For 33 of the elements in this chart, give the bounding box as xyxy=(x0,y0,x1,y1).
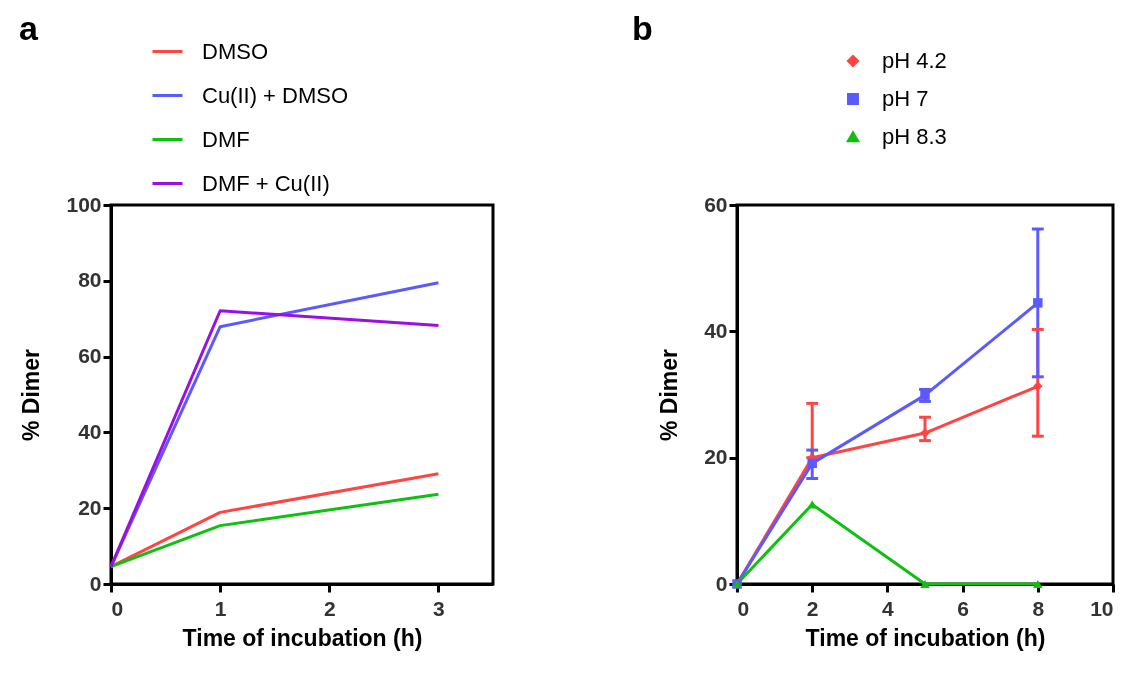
legend-label: DMF xyxy=(202,126,250,152)
y-tick-label: 0 xyxy=(89,571,102,595)
x-axis-title: Time of incubation (h) xyxy=(182,624,423,651)
y-axis-title: % Dimer xyxy=(656,348,683,442)
x-tick-label: 6 xyxy=(957,596,969,620)
x-axis-title: Time of incubation (h) xyxy=(805,624,1046,651)
y-tick-label: 40 xyxy=(78,419,102,443)
y-tick-label: 20 xyxy=(704,445,728,469)
y-tick-label: 60 xyxy=(78,344,102,368)
x-tick-label: 0 xyxy=(737,596,750,620)
x-tick-label: 2 xyxy=(323,596,336,620)
legend-label: pH 4.2 xyxy=(882,48,947,73)
x-tick-label: 3 xyxy=(433,596,445,620)
y-tick-label: 40 xyxy=(704,318,728,342)
y-tick-label: 0 xyxy=(715,571,728,595)
chart-title: b xyxy=(632,9,653,47)
x-tick-label: 4 xyxy=(882,596,895,620)
x-tick-label: 8 xyxy=(1032,596,1045,620)
legend-label: DMF + Cu(II) xyxy=(202,170,330,196)
legend-label: DMSO xyxy=(202,38,268,64)
legend-label: Cu(II) + DMSO xyxy=(202,82,349,108)
y-tick-label: 20 xyxy=(78,495,102,519)
legend-label: pH 7 xyxy=(882,86,929,111)
y-tick-label: 60 xyxy=(704,192,728,216)
x-tick-label: 1 xyxy=(214,596,227,620)
y-axis-title: % Dimer xyxy=(18,348,45,442)
x-tick-label: 10 xyxy=(1090,596,1114,620)
x-tick-label: 2 xyxy=(806,596,819,620)
x-tick-label: 0 xyxy=(111,596,124,620)
legend-label: pH 8.3 xyxy=(882,124,947,149)
y-tick-label: 100 xyxy=(66,192,102,216)
y-tick-label: 80 xyxy=(78,268,102,292)
chart-title: a xyxy=(19,9,39,47)
